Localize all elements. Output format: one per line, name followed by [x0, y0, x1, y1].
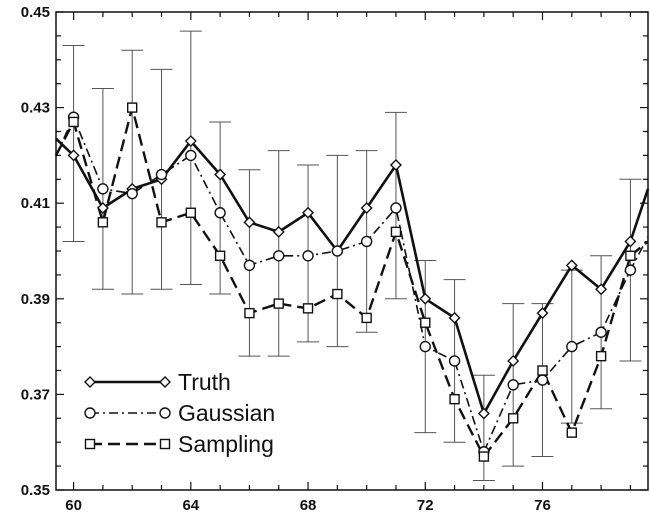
sampling-point-61 — [97, 217, 109, 228]
legend-marker-end-sampling — [159, 438, 171, 450]
error-bar-60 — [62, 44, 85, 242]
truth-point-70 — [360, 201, 373, 214]
gaussian-point-78 — [595, 326, 607, 338]
sampling-point-70 — [361, 312, 372, 324]
sampling-point-71 — [390, 226, 402, 238]
legend: Truth Gaussian Sampling — [84, 369, 275, 457]
y-tick-label-2: 0.39 — [21, 291, 50, 308]
y-tick-label-3: 0.41 — [21, 195, 50, 212]
gaussian-point-69 — [331, 245, 344, 257]
series-line-sampling — [54, 106, 649, 458]
gaussian-point-76 — [536, 374, 549, 386]
sampling-point-78 — [595, 350, 607, 362]
legend-marker-start-sampling — [84, 438, 96, 450]
x-tick-label-76: 76 — [534, 497, 551, 514]
truth-point-71 — [389, 158, 402, 171]
gaussian-point-62 — [126, 187, 138, 200]
truth-point-77 — [565, 259, 578, 272]
legend-item-truth: Truth — [84, 369, 231, 395]
y-tick-label-1: 0.37 — [21, 386, 50, 403]
axis-ticks — [56, 11, 648, 491]
truth-point-68 — [302, 206, 315, 219]
legend-marker-end-truth — [159, 376, 171, 388]
gaussian-point-61 — [97, 183, 109, 195]
axis-tick-labels: 60 64 68 72 76 0.35 0.37 0.39 0.41 0.43 0.45 — [21, 4, 551, 514]
gaussian-point-65 — [214, 207, 226, 219]
truth-point-65 — [214, 168, 227, 181]
truth-point-78 — [595, 283, 608, 296]
legend-marker-end-gaussian — [159, 407, 171, 419]
gaussian-point-67 — [273, 250, 285, 262]
truth-point-76 — [536, 307, 549, 320]
sampling-point-65 — [214, 250, 226, 261]
truth-point-66 — [243, 216, 256, 229]
truth-point-60 — [67, 149, 80, 162]
gaussian-point-63 — [155, 168, 168, 181]
gaussian-point-70 — [360, 235, 373, 248]
error-bar-62 — [121, 49, 144, 295]
y-tick-label-0: 0.35 — [21, 482, 50, 499]
truth-point-64 — [184, 135, 197, 148]
sampling-point-60 — [68, 116, 79, 128]
x-tick-label-60: 60 — [65, 497, 82, 514]
sampling-point-73 — [449, 393, 460, 405]
legend-marker-start-gaussian — [84, 407, 96, 419]
series-lines — [54, 106, 650, 458]
gaussian-point-72 — [419, 340, 431, 353]
gaussian-point-77 — [566, 340, 578, 353]
truth-point-72 — [419, 292, 432, 305]
legend-label-gaussian: Gaussian — [178, 400, 275, 426]
x-tick-label-64: 64 — [182, 497, 199, 514]
sampling-point-72 — [420, 317, 431, 328]
sampling-point-63 — [156, 217, 167, 228]
series-markers — [67, 102, 637, 462]
x-tick-label-72: 72 — [417, 497, 434, 514]
gaussian-point-66 — [243, 259, 256, 272]
truth-point-75 — [507, 354, 520, 367]
sampling-point-69 — [332, 288, 343, 300]
sampling-point-75 — [507, 413, 519, 424]
legend-label-truth: Truth — [178, 369, 231, 395]
sampling-point-67 — [273, 298, 284, 309]
legend-marker-start-truth — [84, 376, 96, 388]
sampling-point-74 — [478, 451, 490, 462]
legend-label-sampling: Sampling — [178, 431, 274, 457]
legend-item-gaussian: Gaussian — [84, 400, 275, 426]
sampling-point-76 — [537, 365, 548, 376]
sampling-point-68 — [302, 303, 314, 314]
sampling-point-77 — [566, 427, 578, 438]
legend-item-sampling: Sampling — [84, 431, 274, 457]
sampling-point-62 — [126, 102, 138, 113]
x-tick-label-68: 68 — [300, 497, 317, 514]
y-tick-label-4: 0.43 — [21, 100, 50, 117]
truth-point-74 — [477, 407, 490, 420]
truth-point-73 — [448, 311, 461, 324]
gaussian-point-79 — [624, 264, 637, 276]
y-tick-label-5: 0.45 — [21, 4, 50, 21]
series-line-gaussian — [55, 116, 649, 453]
gaussian-point-71 — [390, 202, 402, 214]
gaussian-point-75 — [507, 379, 519, 391]
error-bar-74 — [472, 374, 495, 481]
sampling-point-64 — [185, 207, 197, 218]
gaussian-point-73 — [448, 355, 461, 367]
gaussian-point-64 — [185, 149, 197, 162]
truth-point-79 — [624, 235, 637, 248]
sampling-point-66 — [244, 307, 255, 319]
sampling-point-79 — [625, 250, 636, 261]
truth-point-67 — [272, 225, 285, 238]
truth-point-61 — [96, 201, 109, 214]
gaussian-point-68 — [302, 250, 314, 262]
